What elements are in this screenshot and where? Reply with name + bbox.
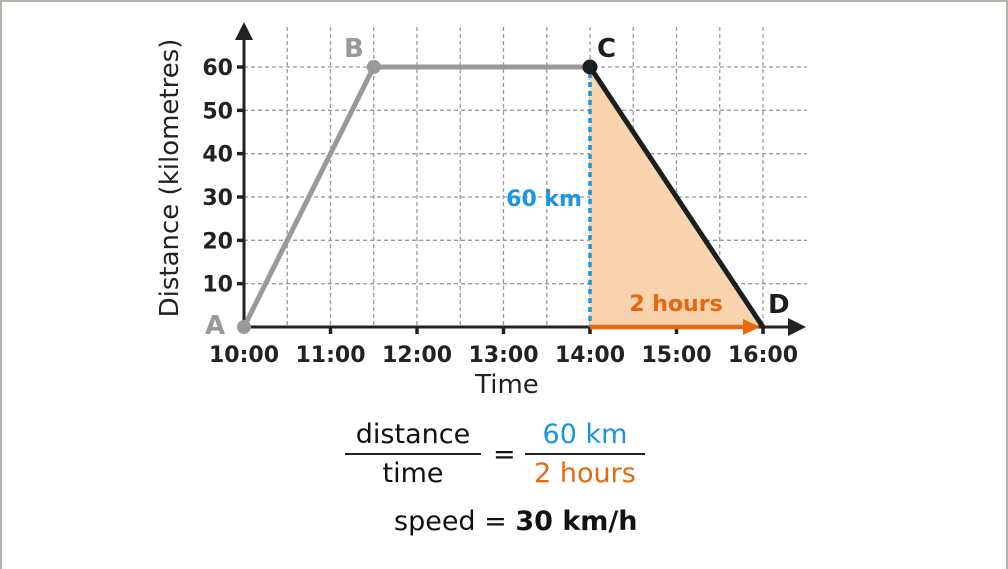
speed-result-value: 30 km/h [515, 506, 638, 537]
time-annotation: 2 hours [629, 292, 722, 317]
data-points [237, 59, 598, 334]
x-tick-label: 10:00 [209, 343, 279, 368]
fraction-values: 60 km 2 hours [525, 418, 645, 491]
point-c-marker [582, 59, 598, 75]
x-tick-label: 14:00 [555, 343, 625, 368]
fraction-numerator-value: 60 km [542, 419, 628, 450]
speed-result-prefix: speed = [394, 506, 516, 537]
y-tick-label: 60 [202, 56, 233, 81]
fraction-denominator: time [382, 458, 444, 489]
grid-lines [244, 27, 807, 327]
y-tick-labels: 10 20 30 40 50 60 [202, 56, 233, 298]
point-label-c: C [597, 34, 616, 64]
y-tick-label: 10 [202, 273, 233, 298]
x-tick-labels: 10:00 11:00 12:00 13:00 14:00 15:00 16:00 [209, 343, 798, 368]
x-tick-label: 15:00 [641, 343, 711, 368]
time-arrow [590, 319, 760, 335]
speed-result: speed = 30 km/h [394, 506, 638, 537]
y-tick-label: 40 [202, 143, 233, 168]
y-axis-title: Distance (kilometres) [155, 39, 185, 318]
equals-sign: = [493, 439, 516, 470]
x-tick-label: 12:00 [382, 343, 452, 368]
x-tick-label: 13:00 [468, 343, 538, 368]
x-axis-title: Time [474, 370, 539, 400]
point-label-b: B [344, 34, 364, 64]
y-tick-label: 50 [202, 99, 233, 124]
x-tick-label: 11:00 [295, 343, 365, 368]
fraction-distance-over-time: distance time [345, 418, 481, 491]
fraction-bar [525, 453, 645, 455]
speed-formula: distance time = 60 km 2 hours [345, 418, 655, 498]
point-label-d: D [768, 290, 790, 320]
fraction-numerator: distance [355, 419, 471, 450]
point-label-a: A [205, 311, 225, 341]
y-tick-label: 30 [202, 186, 233, 211]
point-b-marker [366, 60, 381, 74]
fraction-denominator-value: 2 hours [534, 458, 636, 489]
y-tick-label: 20 [202, 229, 233, 254]
x-tick-label: 16:00 [728, 343, 798, 368]
point-a-marker [237, 320, 251, 334]
distance-annotation: 60 km [506, 187, 582, 212]
line-c-d [587, 64, 766, 330]
fraction-bar [345, 453, 481, 455]
